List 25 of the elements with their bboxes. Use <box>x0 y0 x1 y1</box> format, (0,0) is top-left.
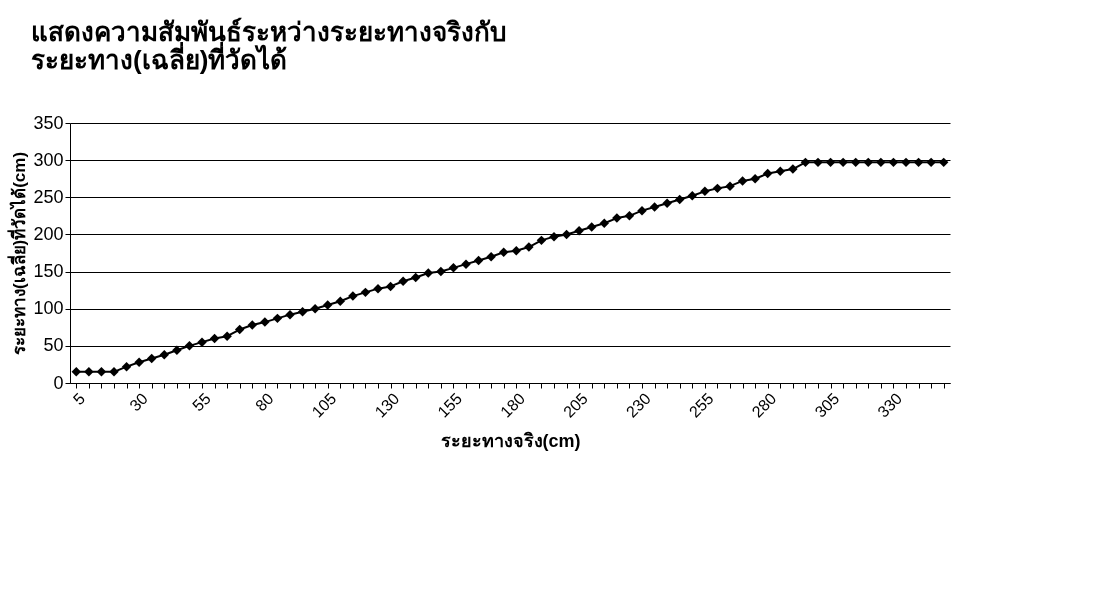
x-tick-label: 155 <box>434 389 466 421</box>
y-tick-label: 0 <box>53 372 64 393</box>
y-tick-label: 100 <box>33 298 64 319</box>
x-tick-label: 305 <box>811 389 843 421</box>
y-axis-title: ระยะทาง(เฉลี่ย)ที่วัดได้(cm) <box>7 151 30 356</box>
x-tick-label: 80 <box>252 389 277 415</box>
x-tick-label: 230 <box>622 389 654 421</box>
x-axis-title: ระยะทางจริง(cm) <box>440 430 581 451</box>
y-tick-label: 350 <box>33 112 64 133</box>
x-tick-label: 205 <box>560 389 592 421</box>
y-tick-label: 250 <box>33 186 64 207</box>
chart-title: แสดงความสัมพันธ์ระหว่างระยะทางจริงกับ ระยะทาง(เฉลี่ย)ที่วัดได้ <box>30 17 507 75</box>
x-tick-label: 130 <box>371 389 403 421</box>
x-tick-label: 255 <box>685 389 717 421</box>
x-tick-label: 280 <box>748 389 780 421</box>
x-tick-label: 55 <box>189 389 214 415</box>
y-tick-label: 150 <box>33 261 64 282</box>
y-tick-label: 300 <box>33 149 64 170</box>
x-tick-label: 180 <box>497 389 529 421</box>
y-tick-label: 200 <box>33 223 64 244</box>
y-tick-label: 50 <box>43 335 64 356</box>
x-tick-label: 5 <box>69 389 89 409</box>
x-tick-label: 105 <box>308 389 340 421</box>
x-tick-label: 330 <box>874 389 906 421</box>
x-tick-label: 30 <box>126 389 152 415</box>
